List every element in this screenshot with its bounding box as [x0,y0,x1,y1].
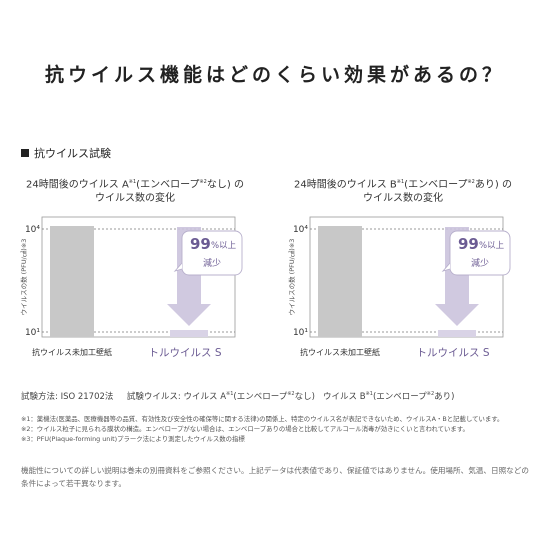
footnote: ※1：薬機法(医薬品、医療機器等の品質、有効性及び安全性の確保等に関する法律)の… [21,415,504,423]
footnote: ※2：ウイルス粒子に見られる膜状の構造。エンベロープがない場合は、エンベロープあ… [21,425,469,433]
y-tick-label: 10¹ [25,328,40,338]
callout-value: 99 [190,235,211,253]
callout-unit: %以上 [479,241,505,251]
chart-title: 24時間後のウイルス B※1(エンベロープ※2あり) の ウイルス数の変化 [294,179,512,205]
footnotes: ※1：薬機法(医薬品、医療機器等の品質、有効性及び安全性の確保等に関する法律)の… [21,414,503,444]
callout-value: 99 [458,235,479,253]
callout-unit: %以上 [211,241,237,251]
x-category-label: トルウイルス S [416,347,489,359]
plot-frame [41,216,236,338]
footnote: ※3：PFU(Plaque-forming unit)プラーク法により測定したウ… [21,435,245,443]
callout-pointer [173,262,183,272]
disclaimer: 機能性についての詳しい説明は巻末の別冊資料をご参照ください。上記データは代表値で… [21,466,529,488]
x-category-label: 抗ウイルス未加工壁紙 [32,347,112,357]
callout-pointer [441,262,451,272]
callout-text: 減少 [203,257,221,269]
callout-box [449,230,511,276]
y-axis-label: ウイルスの数 (PFU/㎠)※3 [20,239,28,316]
y-tick-label: 10⁴ [293,225,308,235]
x-category-label: トルウイルス S [148,347,221,359]
square-bullet-icon [21,149,29,157]
chart-title: 24時間後のウイルス A※1(エンベロープ※2なし) の ウイルス数の変化 [26,179,244,205]
callout-text: 減少 [471,257,489,269]
y-tick-label: 10¹ [293,328,308,338]
page-title: 抗ウイルス機能はどのくらい効果があるの？ [44,64,505,86]
bar-treated [170,330,208,337]
plot-frame [309,216,504,338]
x-category-label: 抗ウイルス未加工壁紙 [300,347,380,357]
bar-untreated [50,226,94,337]
bar-treated [438,330,476,337]
bar-untreated [318,226,362,337]
callout-box [181,230,243,276]
section-heading: 抗ウイルス試験 [21,145,111,161]
section-heading-text: 抗ウイルス試験 [34,147,111,160]
chart-virus-a: 24時間後のウイルス A※1(エンベロープ※2なし) の ウイルス数の変化 10… [20,175,250,375]
y-axis-label: ウイルスの数 (PFU/㎠)※3 [288,239,296,316]
chart-virus-b: 24時間後のウイルス B※1(エンベロープ※2あり) の ウイルス数の変化 10… [288,175,518,375]
y-tick-label: 10⁴ [25,225,40,235]
test-method: 試験方法: ISO 21702法 試験ウイルス: ウイルス A※1(エンベロープ… [21,391,455,402]
